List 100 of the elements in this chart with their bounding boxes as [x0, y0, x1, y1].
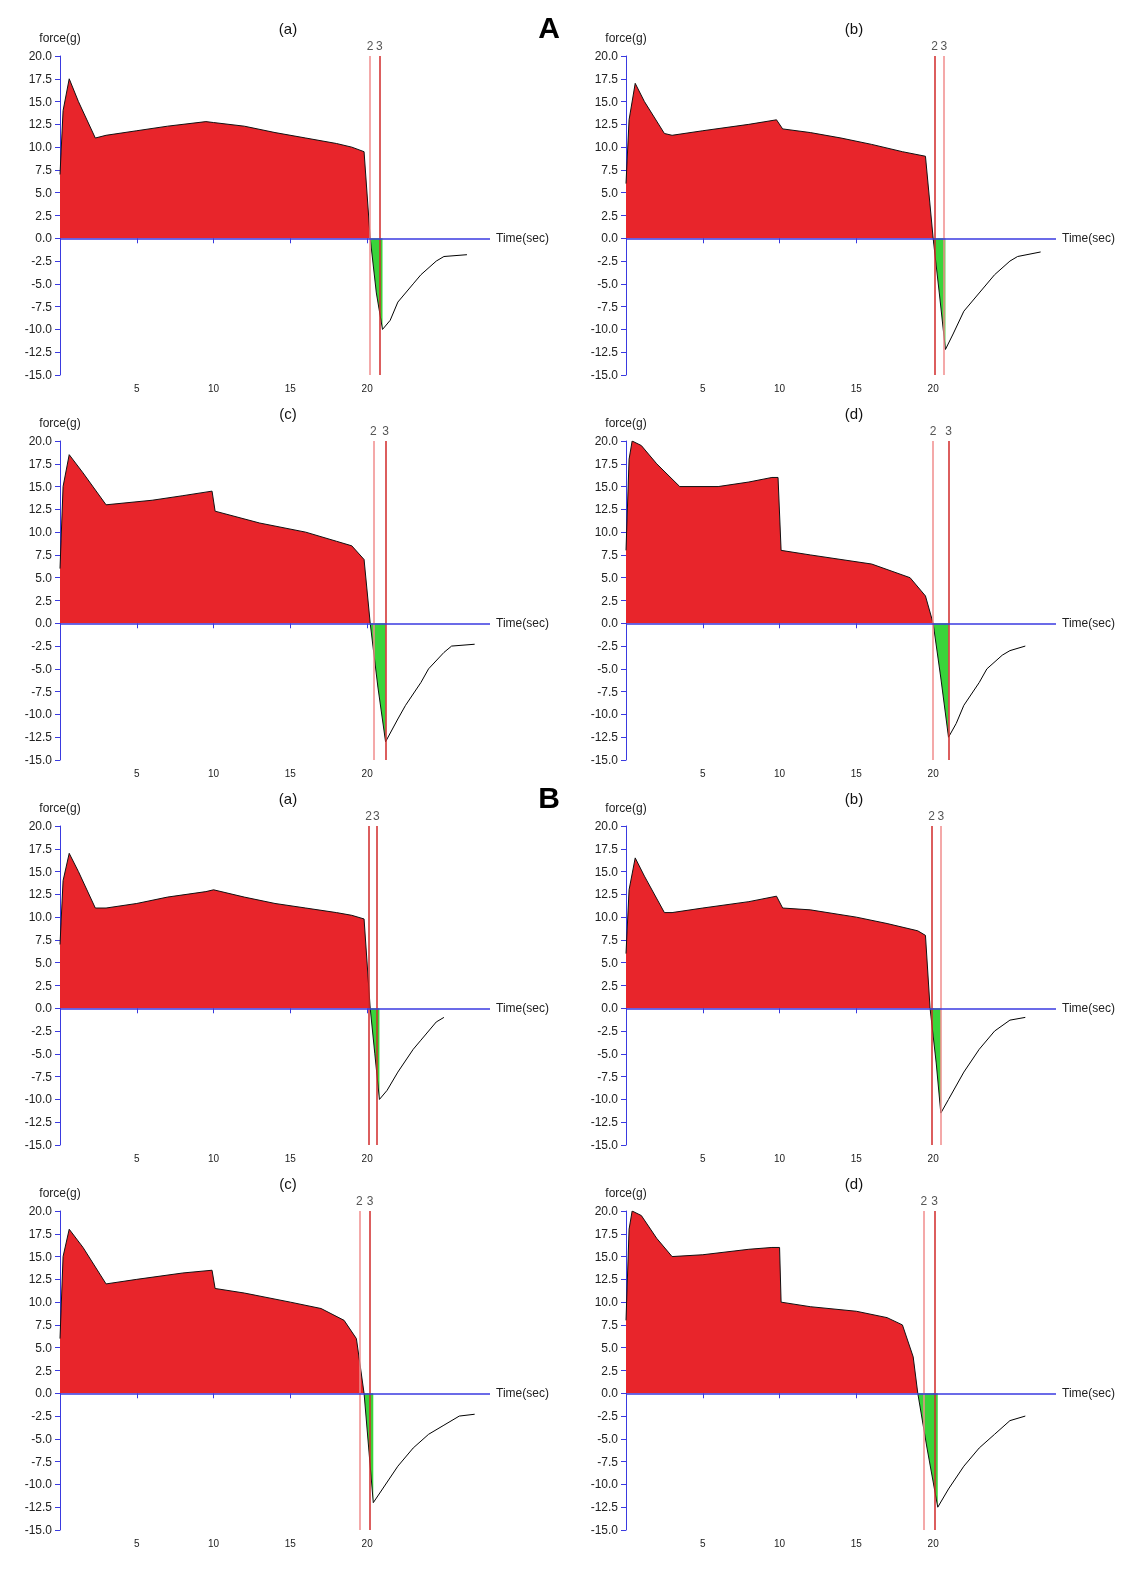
- y-tick-label: -5.0: [597, 1431, 619, 1446]
- y-tick-label: 2.5: [601, 208, 619, 223]
- y-tick-label: 5.0: [35, 185, 53, 200]
- y-tick-label: -2.5: [597, 1409, 619, 1424]
- x-tick-label: 10: [208, 1537, 220, 1549]
- x-tick-label: 5: [700, 382, 706, 394]
- y-tick-label: 17.5: [28, 456, 53, 471]
- x-axis-title: Time(sec): [496, 1001, 549, 1016]
- y-tick-label: 17.5: [28, 1226, 53, 1241]
- annotation: 2: [928, 809, 936, 823]
- y-axis-title: force(g): [39, 1186, 81, 1200]
- x-tick-label: 15: [284, 767, 297, 779]
- x-tick-label: 5: [700, 1537, 706, 1549]
- y-tick-label: -10.0: [24, 707, 53, 722]
- y-tick-label: -12.5: [24, 345, 53, 360]
- y-tick-label: 10.0: [28, 525, 53, 540]
- x-tick-label: 5: [134, 382, 140, 394]
- y-tick-label: 7.5: [601, 1317, 619, 1332]
- y-tick-label: 12.5: [28, 117, 53, 132]
- x-tick-label: 10: [208, 382, 220, 394]
- x-tick-label: 5: [700, 1152, 706, 1164]
- y-tick-label: 17.5: [28, 71, 53, 86]
- y-tick-label: -10.0: [24, 1092, 53, 1107]
- chart-title: (b): [844, 20, 864, 37]
- x-tick-label: 20: [361, 382, 374, 394]
- y-tick-label: -10.0: [24, 322, 53, 337]
- y-axis-title: force(g): [605, 31, 647, 45]
- y-tick-label: 5.0: [35, 1340, 53, 1355]
- y-tick-label: 2.5: [601, 1363, 619, 1378]
- annotation: 2: [929, 424, 937, 438]
- x-tick-label: 15: [850, 767, 863, 779]
- y-tick-label: -10.0: [590, 322, 619, 337]
- y-tick-label: -12.5: [24, 730, 53, 745]
- x-axis-title: Time(sec): [496, 616, 549, 631]
- chart-title: (a): [278, 20, 298, 37]
- y-axis-title: force(g): [605, 801, 647, 815]
- x-tick-label: 15: [284, 1152, 297, 1164]
- y-tick-label: -12.5: [590, 1500, 619, 1515]
- y-tick-label: -5.0: [31, 1431, 53, 1446]
- y-tick-label: 2.5: [35, 978, 53, 993]
- y-tick-label: 0.0: [601, 231, 619, 246]
- x-tick-label: 20: [927, 1152, 940, 1164]
- x-tick-label: 15: [850, 1152, 863, 1164]
- y-tick-label: -15.0: [24, 753, 53, 767]
- y-tick-label: 5.0: [601, 570, 619, 585]
- y-tick-label: 5.0: [35, 570, 53, 585]
- y-tick-label: -2.5: [597, 1024, 619, 1039]
- y-tick-label: 0.0: [601, 1386, 619, 1401]
- y-tick-label: 7.5: [601, 162, 619, 177]
- y-tick-label: 20.0: [28, 434, 53, 448]
- x-tick-label: 20: [361, 767, 374, 779]
- y-tick-label: 0.0: [35, 1386, 53, 1401]
- y-tick-label: -2.5: [31, 639, 53, 654]
- x-tick-label: 20: [927, 767, 940, 779]
- x-tick-label: 15: [850, 1537, 863, 1549]
- text: A: [538, 10, 561, 44]
- y-tick-label: 17.5: [28, 841, 53, 856]
- x-tick-label: 10: [774, 1537, 786, 1549]
- y-tick-label: 7.5: [601, 932, 619, 947]
- line-series: [385, 643, 476, 743]
- y-tick-label: 0.0: [35, 231, 53, 246]
- y-tick-label: -12.5: [590, 730, 619, 745]
- y-tick-label: 17.5: [594, 841, 619, 856]
- y-tick-label: 0.0: [35, 616, 53, 631]
- chart-title: (c): [279, 1175, 297, 1192]
- line-series: [382, 254, 468, 330]
- line-series: [944, 251, 1042, 350]
- y-tick-label: 7.5: [35, 547, 53, 562]
- y-tick-label: 17.5: [594, 1226, 619, 1241]
- line-series: [378, 1016, 445, 1100]
- y-tick-label: 20.0: [594, 434, 619, 448]
- y-tick-label: 20.0: [28, 819, 53, 833]
- y-tick-label: 5.0: [35, 955, 53, 970]
- y-tick-label: 10.0: [28, 140, 53, 155]
- annotation: 2: [366, 39, 374, 53]
- y-tick-label: -15.0: [590, 1523, 619, 1537]
- y-tick-label: -2.5: [31, 1024, 53, 1039]
- y-tick-label: -12.5: [24, 1500, 53, 1515]
- y-tick-label: -2.5: [597, 254, 619, 269]
- y-tick-label: 0.0: [601, 616, 619, 631]
- y-tick-label: 20.0: [594, 49, 619, 63]
- y-tick-label: -10.0: [590, 1477, 619, 1492]
- y-axis-title: force(g): [39, 801, 81, 815]
- y-tick-label: 10.0: [594, 910, 619, 925]
- chart-title: (b): [844, 790, 864, 807]
- y-tick-label: 12.5: [594, 502, 619, 517]
- y-tick-label: -10.0: [590, 1092, 619, 1107]
- y-axis-title: force(g): [39, 31, 81, 45]
- annotation: 3: [931, 1194, 939, 1208]
- annotation: 3: [376, 39, 384, 53]
- y-tick-label: 2.5: [35, 593, 53, 608]
- y-tick-label: 10.0: [594, 525, 619, 540]
- y-tick-label: 20.0: [594, 1204, 619, 1218]
- y-tick-label: 0.0: [35, 1001, 53, 1016]
- x-tick-label: 5: [134, 767, 140, 779]
- annotation: 2: [920, 1194, 928, 1208]
- text: B: [538, 780, 561, 814]
- y-tick-label: 2.5: [601, 593, 619, 608]
- y-tick-label: -2.5: [31, 1409, 53, 1424]
- annotation: 2: [369, 424, 377, 438]
